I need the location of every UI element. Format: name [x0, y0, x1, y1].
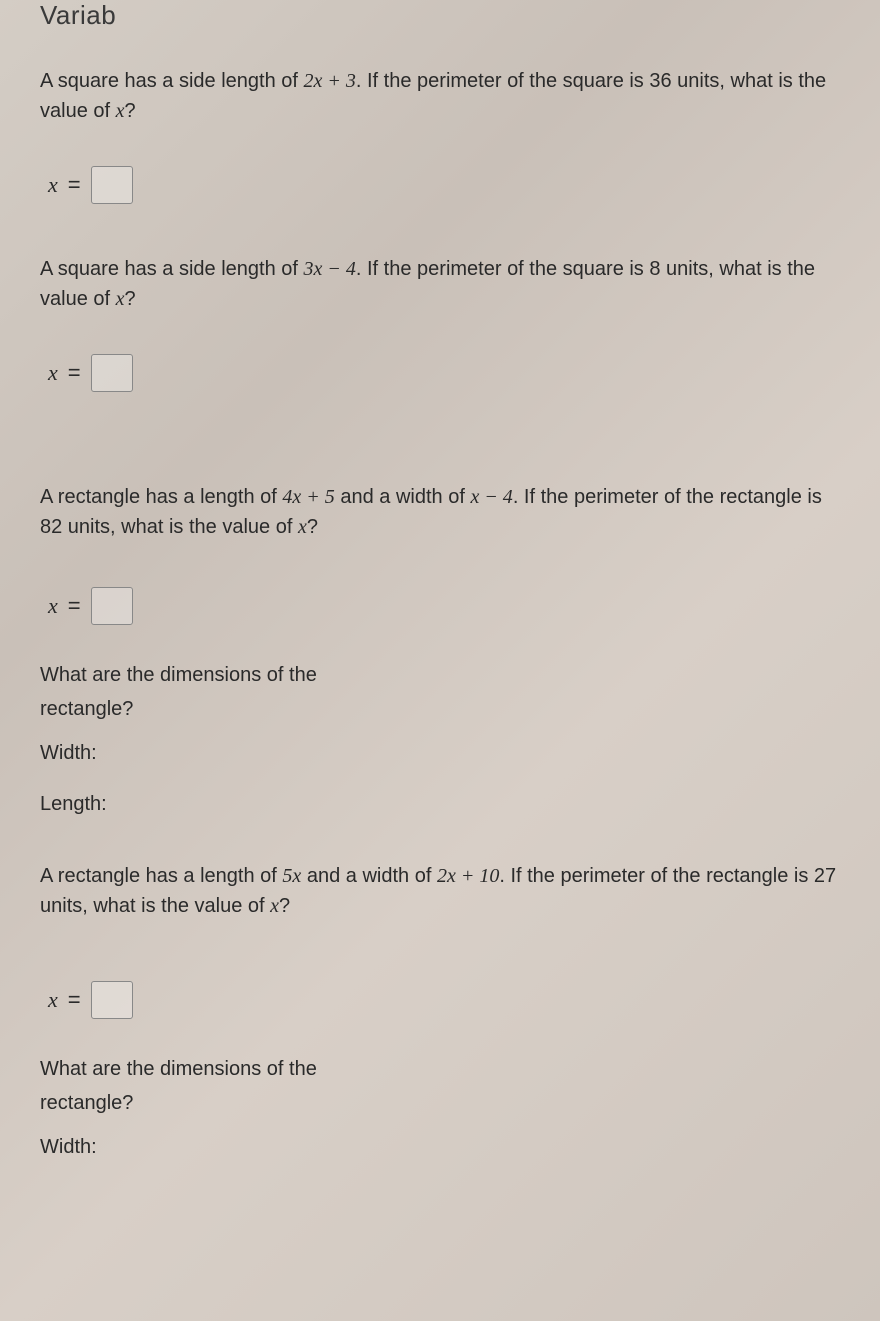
problem-1: A square has a side length of 2x + 3. If…: [40, 66, 840, 204]
answer-input-4[interactable]: [91, 981, 133, 1019]
problem-3: A rectangle has a length of 4x + 5 and a…: [40, 482, 840, 816]
answer-variable: x: [48, 593, 58, 619]
dimensions-question-line2: rectangle?: [40, 1088, 840, 1118]
variable-x: x: [116, 100, 125, 122]
math-expression: 2x + 3: [304, 70, 356, 92]
variable-x: x: [116, 288, 125, 310]
math-expression: 2x + 10: [437, 865, 499, 887]
variable-x: x: [298, 516, 307, 538]
problem-2-text: A square has a side length of 3x − 4. If…: [40, 254, 840, 314]
variable-x: x: [270, 895, 279, 917]
text-segment: ?: [279, 895, 290, 917]
answer-input-1[interactable]: [91, 166, 133, 204]
answer-variable: x: [48, 987, 58, 1013]
equals-sign: =: [68, 172, 81, 198]
answer-row-4: x =: [48, 981, 840, 1019]
equals-sign: =: [68, 987, 81, 1013]
text-segment: A rectangle has a length of: [40, 486, 282, 508]
answer-input-3[interactable]: [91, 587, 133, 625]
problem-3-text: A rectangle has a length of 4x + 5 and a…: [40, 482, 840, 542]
dimensions-question-line1: What are the dimensions of the: [40, 660, 840, 690]
answer-row-3: x =: [48, 587, 840, 625]
answer-row-1: x =: [48, 166, 840, 204]
math-expression: 3x − 4: [304, 258, 356, 280]
problem-4-text: A rectangle has a length of 5x and a wid…: [40, 861, 840, 921]
width-label: Width:: [40, 742, 840, 765]
problem-1-text: A square has a side length of 2x + 3. If…: [40, 66, 840, 126]
text-segment: ?: [125, 100, 136, 122]
answer-input-2[interactable]: [91, 354, 133, 392]
text-segment: and a width of: [301, 865, 437, 887]
length-label: Length:: [40, 793, 840, 816]
text-segment: A square has a side length of: [40, 258, 304, 280]
math-expression: 5x: [282, 865, 301, 887]
text-segment: ?: [125, 288, 136, 310]
text-segment: A square has a side length of: [40, 70, 304, 92]
problem-4: A rectangle has a length of 5x and a wid…: [40, 861, 840, 1159]
answer-row-2: x =: [48, 354, 840, 392]
answer-variable: x: [48, 360, 58, 386]
dimensions-question-line1: What are the dimensions of the: [40, 1054, 840, 1084]
text-segment: and a width of: [335, 486, 471, 508]
answer-variable: x: [48, 172, 58, 198]
dimensions-question-line2: rectangle?: [40, 694, 840, 724]
equals-sign: =: [68, 593, 81, 619]
text-segment: A rectangle has a length of: [40, 865, 282, 887]
problem-2: A square has a side length of 3x − 4. If…: [40, 254, 840, 392]
width-label: Width:: [40, 1136, 840, 1159]
math-expression: 4x + 5: [282, 486, 334, 508]
math-expression: x − 4: [470, 486, 512, 508]
text-segment: ?: [307, 516, 318, 538]
page-header-fragment: Variab: [40, 0, 840, 31]
equals-sign: =: [68, 360, 81, 386]
